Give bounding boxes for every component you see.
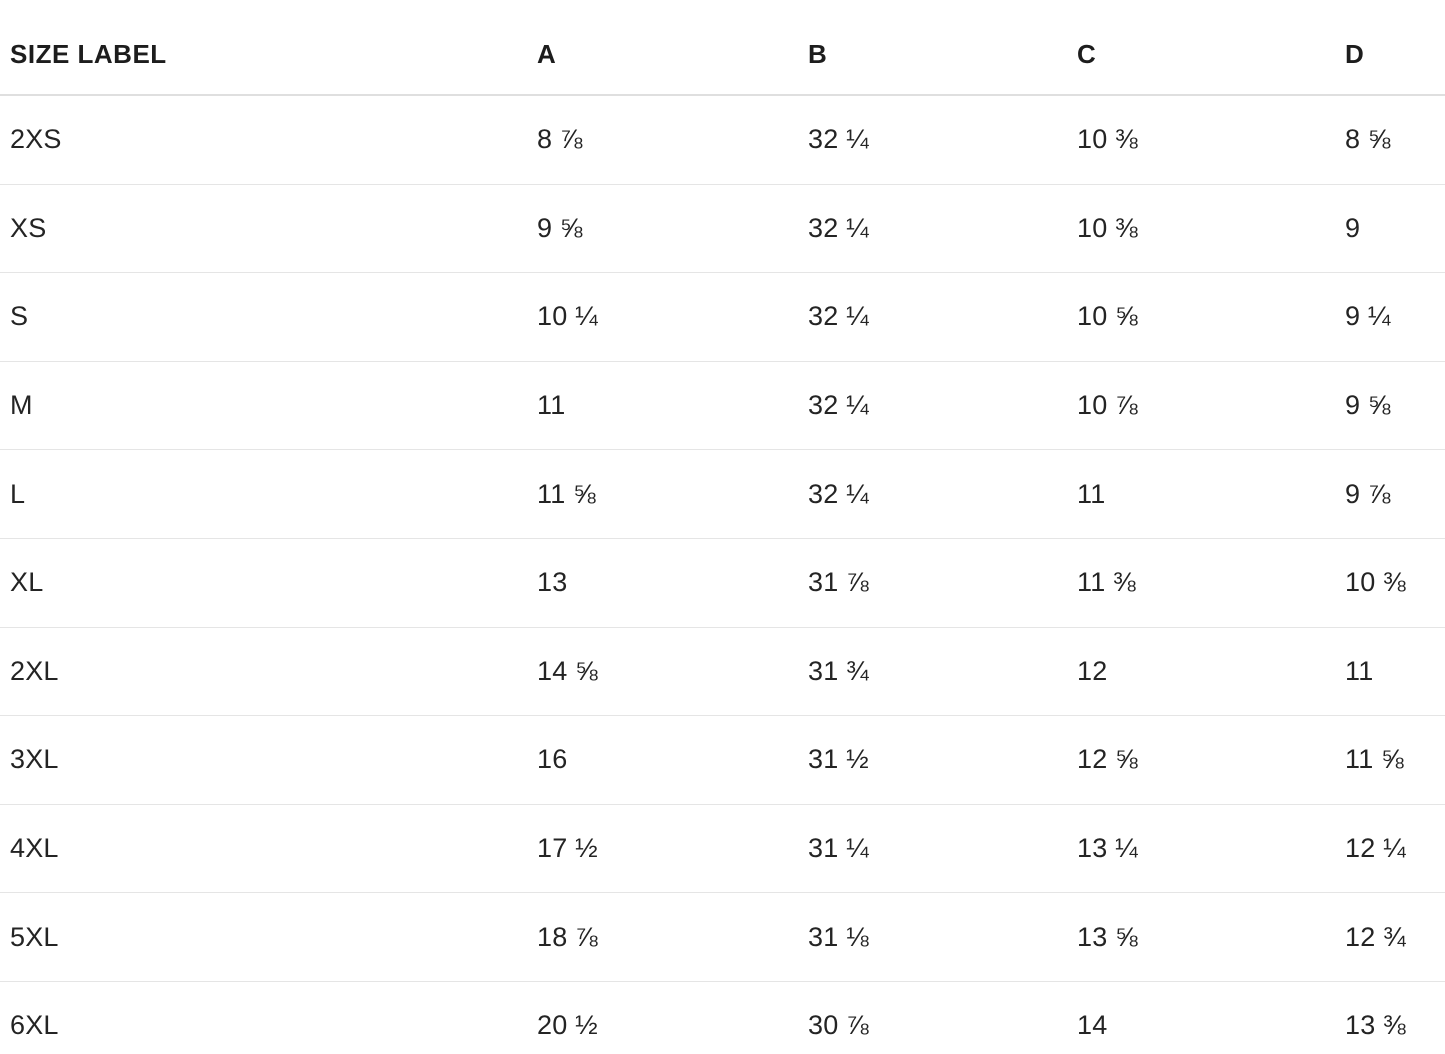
table-row: M 11 32 ¼ 10 ⅞ 9 ⅝	[0, 362, 1445, 451]
size-label-cell: XS	[10, 212, 47, 243]
measurement-cell-c: 12 ⅝	[1077, 744, 1138, 775]
size-label-cell: 3XL	[10, 744, 59, 775]
measurement-cell-a: 13	[537, 567, 568, 598]
measurement-cell-b: 31 ¼	[808, 833, 869, 864]
measurement-cell-d: 12 ¾	[1345, 921, 1406, 952]
measurement-cell-d: 9 ⅞	[1345, 478, 1391, 509]
measurement-cell-a: 20 ½	[537, 1010, 598, 1041]
size-label-cell: 4XL	[10, 833, 59, 864]
measurement-cell-a: 16	[537, 744, 568, 775]
measurement-cell-a: 14 ⅝	[537, 655, 598, 686]
table-row: 6XL 20 ½ 30 ⅞ 14 13 ⅜	[0, 982, 1445, 1054]
measurement-cell-d: 9	[1345, 212, 1361, 243]
header-cell-c: C	[1077, 38, 1097, 69]
measurement-cell-c: 11	[1077, 478, 1106, 509]
measurement-cell-d: 9 ⅝	[1345, 390, 1391, 421]
measurement-cell-c: 13 ¼	[1077, 833, 1138, 864]
table-row: 2XS 8 ⅞ 32 ¼ 10 ⅜ 8 ⅝	[0, 96, 1445, 185]
measurement-cell-c: 14	[1077, 1010, 1108, 1041]
measurement-cell-b: 32 ¼	[808, 212, 869, 243]
table-row: 5XL 18 ⅞ 31 ⅛ 13 ⅝ 12 ¾	[0, 893, 1445, 982]
measurement-cell-b: 32 ¼	[808, 124, 869, 155]
measurement-cell-c: 12	[1077, 655, 1108, 686]
measurement-cell-b: 30 ⅞	[808, 1010, 869, 1041]
table-row: XL 13 31 ⅞ 11 ⅜ 10 ⅜	[0, 539, 1445, 628]
size-label-cell: 2XS	[10, 124, 62, 155]
measurement-cell-c: 10 ⅜	[1077, 124, 1138, 155]
measurement-cell-d: 8 ⅝	[1345, 124, 1391, 155]
header-cell-b: B	[808, 38, 828, 69]
size-label-cell: 2XL	[10, 655, 59, 686]
measurement-cell-c: 10 ⅜	[1077, 212, 1138, 243]
measurement-cell-b: 31 ⅛	[808, 921, 869, 952]
header-cell-size-label: SIZE LABEL	[10, 38, 167, 69]
measurement-cell-b: 31 ½	[808, 744, 869, 775]
measurement-cell-b: 32 ¼	[808, 478, 869, 509]
measurement-cell-b: 31 ¾	[808, 655, 869, 686]
measurement-cell-a: 17 ½	[537, 833, 598, 864]
size-label-cell: S	[10, 301, 29, 332]
measurement-cell-d: 11	[1345, 655, 1374, 686]
measurement-cell-a: 8 ⅞	[537, 124, 583, 155]
measurement-cell-d: 11 ⅝	[1345, 744, 1404, 775]
table-body: 2XS 8 ⅞ 32 ¼ 10 ⅜ 8 ⅝ XS 9 ⅝ 32 ¼ 10 ⅜ 9…	[0, 96, 1445, 1054]
measurement-cell-d: 13 ⅜	[1345, 1010, 1406, 1041]
table-row: S 10 ¼ 32 ¼ 10 ⅝ 9 ¼	[0, 273, 1445, 362]
size-label-cell: 5XL	[10, 921, 59, 952]
size-label-cell: M	[10, 390, 33, 421]
measurement-cell-c: 11 ⅜	[1077, 567, 1136, 598]
measurement-cell-b: 32 ¼	[808, 390, 869, 421]
table-header-row: SIZE LABEL A B C D	[0, 0, 1445, 96]
size-label-cell: 6XL	[10, 1010, 59, 1041]
measurement-cell-b: 31 ⅞	[808, 567, 869, 598]
measurement-cell-d: 12 ¼	[1345, 833, 1406, 864]
measurement-cell-d: 9 ¼	[1345, 301, 1391, 332]
measurement-cell-a: 11	[537, 390, 566, 421]
measurement-cell-c: 10 ⅝	[1077, 301, 1138, 332]
measurement-cell-b: 32 ¼	[808, 301, 869, 332]
measurement-cell-a: 11 ⅝	[537, 478, 596, 509]
header-cell-d: D	[1345, 38, 1365, 69]
measurement-cell-c: 13 ⅝	[1077, 921, 1138, 952]
table-row: 3XL 16 31 ½ 12 ⅝ 11 ⅝	[0, 716, 1445, 805]
size-label-cell: XL	[10, 567, 44, 598]
measurement-cell-a: 18 ⅞	[537, 921, 598, 952]
size-label-cell: L	[10, 478, 26, 509]
table-row: 2XL 14 ⅝ 31 ¾ 12 11	[0, 628, 1445, 717]
measurement-cell-a: 9 ⅝	[537, 212, 583, 243]
table-row: 4XL 17 ½ 31 ¼ 13 ¼ 12 ¼	[0, 805, 1445, 894]
table-row: L 11 ⅝ 32 ¼ 11 9 ⅞	[0, 450, 1445, 539]
header-cell-a: A	[537, 38, 557, 69]
measurement-cell-c: 10 ⅞	[1077, 390, 1138, 421]
measurement-cell-a: 10 ¼	[537, 301, 598, 332]
measurement-cell-d: 10 ⅜	[1345, 567, 1406, 598]
table-row: XS 9 ⅝ 32 ¼ 10 ⅜ 9	[0, 185, 1445, 274]
